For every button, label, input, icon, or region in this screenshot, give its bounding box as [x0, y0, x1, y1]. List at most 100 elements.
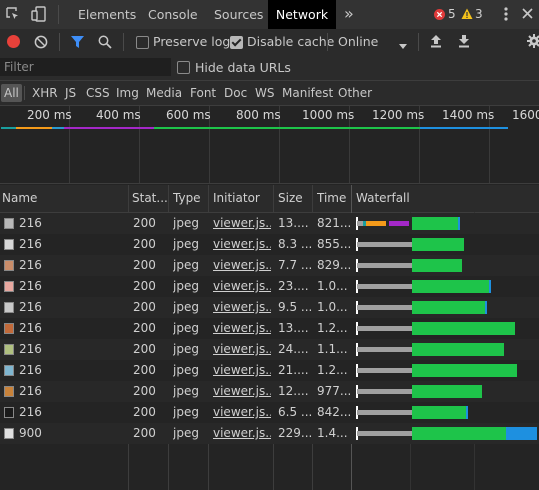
waterfall-bar-ssl[interactable]	[389, 221, 409, 226]
disable-cache-checkbox[interactable]	[230, 36, 243, 49]
cell-initiator[interactable]: viewer.js...	[213, 321, 271, 335]
column-header-type[interactable]: Type	[173, 191, 201, 205]
table-row[interactable]	[0, 339, 539, 360]
tab-elements[interactable]: Elements	[78, 7, 137, 22]
cell-initiator[interactable]: viewer.js...	[213, 384, 271, 398]
type-filter-js[interactable]: JS	[65, 86, 77, 100]
waterfall-bar-download[interactable]	[458, 217, 460, 230]
hide-data-urls-label[interactable]: Hide data URLs	[195, 60, 291, 75]
settings-gear-icon[interactable]	[527, 34, 539, 48]
waterfall-bar-waiting[interactable]	[412, 385, 482, 398]
error-count[interactable]: 5	[448, 7, 456, 21]
table-row[interactable]	[0, 297, 539, 318]
more-tabs-icon[interactable]: »	[344, 4, 354, 23]
type-filter-xhr[interactable]: XHR	[32, 86, 58, 100]
waterfall-bar-queue[interactable]	[357, 305, 412, 310]
waterfall-bar-download[interactable]	[489, 280, 491, 293]
kebab-menu-icon[interactable]	[503, 6, 509, 22]
record-icon[interactable]	[7, 35, 20, 48]
error-icon[interactable]	[434, 9, 445, 20]
network-overview[interactable]	[0, 106, 539, 184]
preserve-log-label[interactable]: Preserve log	[153, 34, 231, 49]
waterfall-bar-queue[interactable]	[357, 431, 412, 436]
export-har-icon[interactable]	[458, 34, 470, 48]
dropdown-arrow-icon[interactable]	[399, 39, 407, 49]
filter-input[interactable]	[0, 58, 171, 76]
cell-initiator[interactable]: viewer.js...	[213, 216, 271, 230]
table-row[interactable]	[0, 276, 539, 297]
waterfall-bar-queue[interactable]	[357, 410, 412, 415]
column-header-waterfall[interactable]: Waterfall	[356, 191, 410, 205]
cell-initiator[interactable]: viewer.js...	[213, 426, 271, 440]
table-row[interactable]	[0, 402, 539, 423]
table-row[interactable]	[0, 255, 539, 276]
cell-initiator[interactable]: viewer.js...	[213, 237, 271, 251]
type-filter-img[interactable]: Img	[116, 86, 139, 100]
type-filter-all[interactable]: All	[1, 84, 22, 102]
throttling-select[interactable]: Online	[338, 34, 379, 49]
cell-initiator[interactable]: viewer.js...	[213, 279, 271, 293]
waterfall-bar-queue[interactable]	[357, 284, 412, 289]
waterfall-bar-queue[interactable]	[357, 221, 363, 226]
warning-icon[interactable]	[461, 8, 473, 20]
waterfall-bar-queue[interactable]	[357, 242, 412, 247]
table-row[interactable]	[0, 381, 539, 402]
column-header-time[interactable]: Time	[317, 191, 347, 205]
table-row[interactable]	[0, 213, 539, 234]
inspect-element-icon[interactable]	[6, 7, 20, 21]
waterfall-bar-queue[interactable]	[357, 263, 412, 268]
waterfall-bar-waiting[interactable]	[412, 406, 466, 419]
waterfall-bar-dns[interactable]	[363, 221, 366, 226]
disable-cache-label[interactable]: Disable cache	[247, 34, 335, 49]
cell-initiator[interactable]: viewer.js...	[213, 258, 271, 272]
preserve-log-checkbox[interactable]	[136, 36, 149, 49]
waterfall-bar-queue[interactable]	[357, 326, 412, 331]
waterfall-bar-connect[interactable]	[366, 221, 386, 226]
type-filter-doc[interactable]: Doc	[224, 86, 248, 100]
cell-initiator[interactable]: viewer.js...	[213, 342, 271, 356]
type-filter-css[interactable]: CSS	[86, 86, 110, 100]
cell-initiator[interactable]: viewer.js...	[213, 405, 271, 419]
waterfall-bar-waiting[interactable]	[412, 427, 506, 440]
waterfall-bar-waiting[interactable]	[412, 280, 489, 293]
waterfall-bar-waiting[interactable]	[412, 301, 485, 314]
waterfall-bar-waiting[interactable]	[412, 238, 464, 251]
hide-data-urls-checkbox[interactable]	[177, 61, 190, 74]
type-filter-other[interactable]: Other	[338, 86, 373, 100]
waterfall-bar-waiting[interactable]	[412, 217, 458, 230]
waterfall-bar-waiting[interactable]	[412, 364, 517, 377]
device-toolbar-icon[interactable]	[31, 6, 47, 22]
tab-console[interactable]: Console	[148, 7, 198, 22]
waterfall-bar-queue[interactable]	[357, 347, 412, 352]
waterfall-bar-download[interactable]	[466, 406, 468, 419]
column-header-name[interactable]: Name	[2, 191, 38, 205]
close-icon[interactable]	[521, 7, 534, 20]
search-icon[interactable]	[98, 35, 112, 49]
type-filter-ws[interactable]: WS	[255, 86, 275, 100]
table-row[interactable]	[0, 234, 539, 255]
waterfall-bar-download[interactable]	[506, 427, 537, 440]
column-header-size[interactable]: Size	[278, 191, 303, 205]
cell-initiator[interactable]: viewer.js...	[213, 363, 271, 377]
waterfall-bar-waiting[interactable]	[412, 343, 504, 356]
clear-icon[interactable]	[34, 35, 48, 49]
waterfall-bar-queue[interactable]	[357, 368, 412, 373]
waterfall-bar-download[interactable]	[485, 301, 487, 314]
tab-network[interactable]: Network	[268, 0, 336, 29]
filter-icon[interactable]	[70, 35, 85, 49]
column-header-status[interactable]: Stat...	[132, 191, 168, 205]
type-filter-manifest[interactable]: Manifest	[282, 86, 334, 100]
cell-initiator[interactable]: viewer.js...	[213, 300, 271, 314]
type-filter-font[interactable]: Font	[190, 86, 217, 100]
import-har-icon[interactable]	[430, 34, 442, 48]
warning-count[interactable]: 3	[475, 7, 483, 21]
tab-sources[interactable]: Sources	[214, 7, 264, 22]
waterfall-bar-waiting[interactable]	[412, 259, 462, 272]
table-row[interactable]	[0, 360, 539, 381]
column-header-initiator[interactable]: Initiator	[213, 191, 260, 205]
waterfall-bar-queue[interactable]	[357, 389, 412, 394]
table-row[interactable]	[0, 318, 539, 339]
waterfall-bar-waiting[interactable]	[412, 322, 515, 335]
type-filter-media[interactable]: Media	[146, 86, 183, 100]
table-row[interactable]	[0, 423, 539, 444]
